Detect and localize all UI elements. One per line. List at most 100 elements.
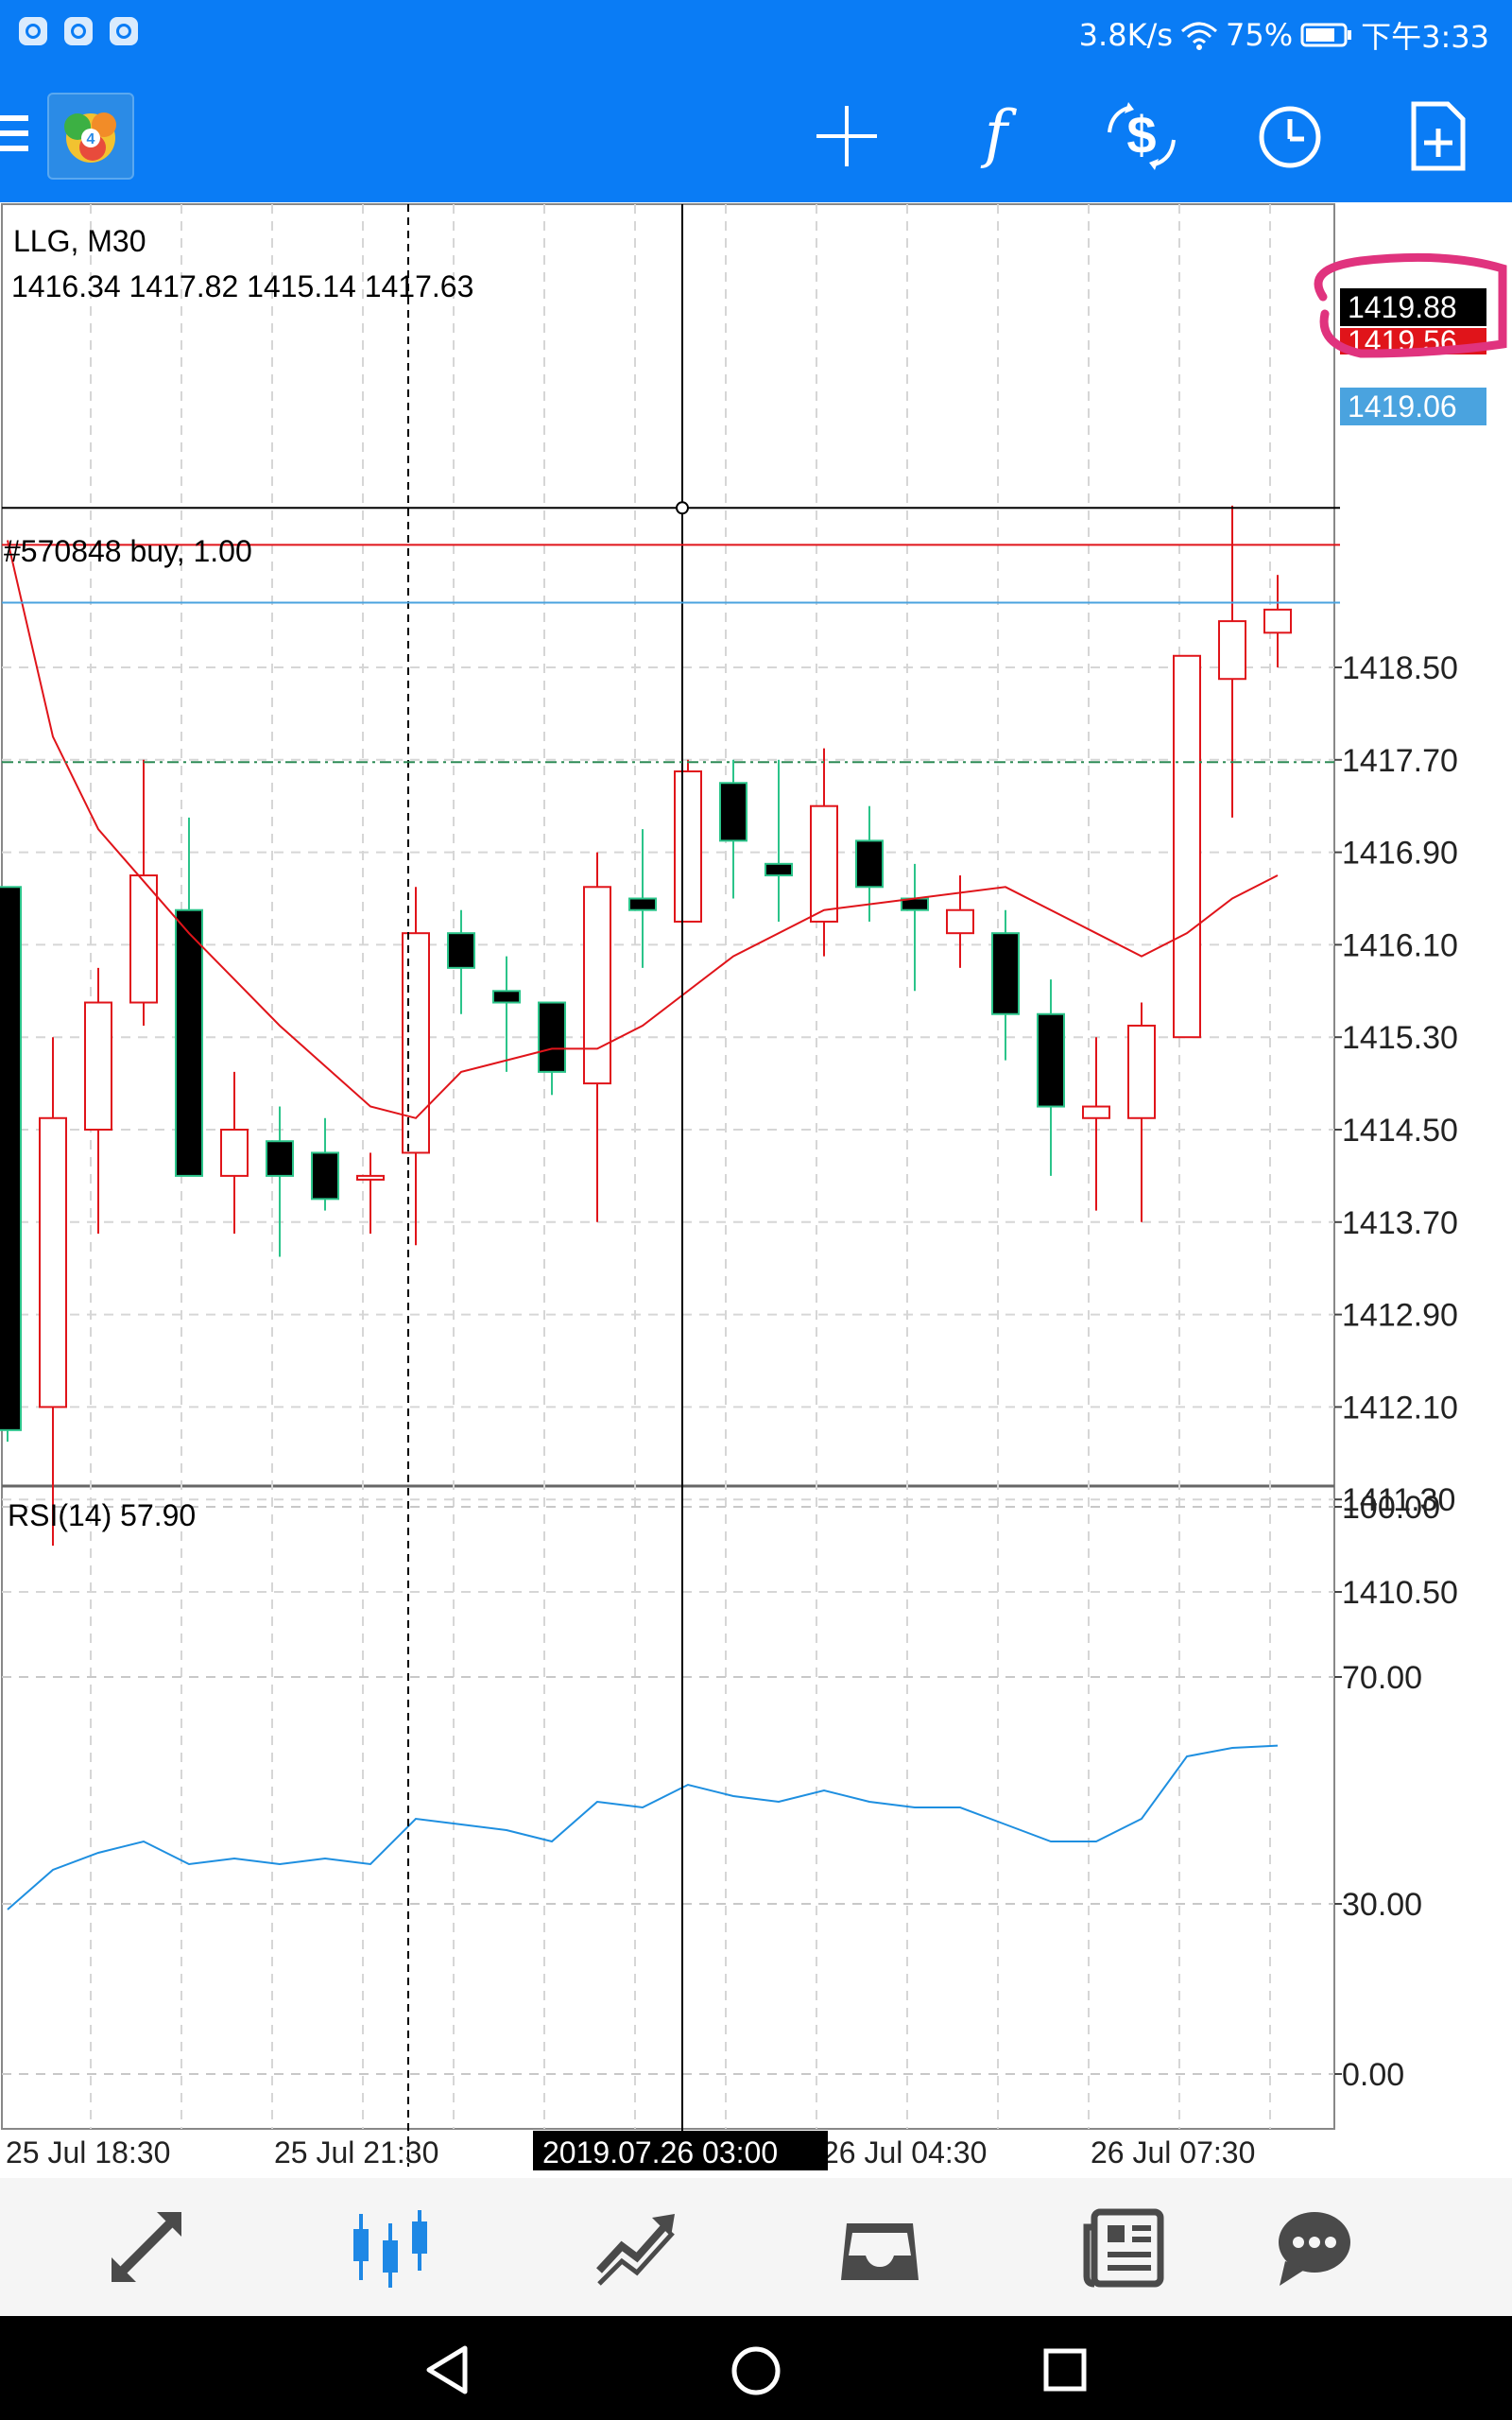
price-tick-label: 1410.50 [1342,1575,1458,1611]
order-label: #570848 buy, 1.00 [4,534,252,568]
moving-average-line [7,540,1279,1119]
bearish-candle [175,817,203,1177]
price-tick-label: 1413.70 [1342,1205,1458,1241]
app-notification-icon [64,17,93,45]
level-price-label: 1419.06 [1348,389,1457,424]
candlestick-series [0,505,1292,1547]
candle-body [266,1140,294,1177]
candle-body [946,908,974,935]
chart-tab-icon[interactable] [348,2204,433,2290]
home-icon[interactable] [730,2344,782,2397]
candle-body [1263,608,1292,634]
candle-body [1082,1105,1110,1119]
bearish-candle [1037,979,1065,1176]
rsi-series [7,1744,1279,1910]
svg-text:$: $ [1126,105,1156,164]
system-navigation-bar [0,2316,1512,2420]
rsi-tick-label: 30.00 [1342,1887,1422,1923]
price-axis: 1418.50 1417.70 1416.90 1416.10 1415.30 1414.… [6,650,1458,2169]
bullish-candle [583,852,611,1222]
bullish-candle [129,759,158,1026]
crosshair-time-label: 2019.07.26 03:00 [542,2135,778,2169]
bearish-candle [447,909,475,1014]
time-tick-label: 26 Jul 04:30 [822,2135,987,2169]
mailbox-icon[interactable] [837,2204,922,2290]
bullish-candle [674,759,702,923]
news-icon[interactable] [1083,2204,1168,2290]
status-right: 3.8K/s 75% 下午3:33 [1079,13,1489,57]
price-tick-label: 1412.90 [1342,1298,1458,1334]
candle-body [1037,1012,1065,1108]
bullish-candle [1263,575,1292,667]
bearish-candle [628,829,657,968]
crosshair-center [676,501,689,515]
candle-body [538,1001,566,1073]
crosshair-time-tag: 2019.07.26 03:00 [533,2131,828,2170]
candle-body [1218,620,1246,681]
candle-body [220,1129,249,1177]
trade-icon[interactable] [104,2204,189,2290]
bearish-candle [311,1117,339,1211]
bullish-candle [1218,505,1246,818]
symbol-icon[interactable]: $ [1104,100,1179,172]
back-icon[interactable] [423,2344,471,2395]
menu-icon[interactable] [0,113,32,155]
svg-text:4: 4 [87,131,95,147]
candle-body [447,932,475,969]
app-logo[interactable]: 4 [47,93,134,180]
new-order-icon[interactable] [1410,100,1467,172]
price-tick-label: 1412.10 [1342,1390,1458,1426]
bearish-candle [266,1106,294,1257]
candle-body [765,862,793,877]
candle-body [991,932,1020,1015]
recents-icon[interactable] [1041,2346,1089,2394]
candle-body [0,886,22,1431]
rsi-tick-label: 70.00 [1342,1660,1422,1696]
app-toolbar: 4 f $ [0,68,1512,202]
candle-body [402,932,430,1154]
candle-body [810,804,838,923]
chart-area[interactable]: 1418.50 1417.70 1416.90 1416.10 1415.30 1414.… [0,202,1512,2178]
timeframe-icon[interactable] [1257,104,1323,170]
price-tick-label: 1418.50 [1342,650,1458,686]
bullish-candle [39,1037,67,1547]
chat-icon[interactable] [1272,2204,1357,2290]
history-icon[interactable] [593,2204,679,2290]
bullish-candle [810,748,838,957]
bearish-candle [719,759,747,899]
candle-body [855,839,884,889]
indicators-icon[interactable]: f [984,97,1008,170]
candle-body [129,874,158,1004]
time-tick-label: 26 Jul 07:30 [1091,2135,1255,2169]
chart-canvas[interactable]: 1418.50 1417.70 1416.90 1416.10 1415.30 1414.… [0,202,1512,2178]
bearish-candle [901,863,929,992]
rsi-label: RSI(14) 57.90 [8,1498,196,1532]
price-tick-label: 1417.70 [1342,743,1458,779]
candle-body [1127,1024,1156,1119]
network-speed: 3.8K/s [1078,17,1173,53]
ohlc-readout: 1416.34 1417.82 1415.14 1417.63 [11,269,473,303]
price-tick-label: 1411.30 [1342,1482,1455,1518]
candle-body [39,1116,67,1409]
candle-body [628,897,657,911]
level-price-tag: 1419.06 [1340,388,1486,425]
crosshair-icon[interactable] [813,102,881,170]
candle-body [719,782,747,842]
bullish-candle [220,1071,249,1235]
candle-body [175,908,203,1177]
moving-average-series [7,540,1279,1119]
symbol-label: LLG, M30 [13,224,146,258]
candle-body [674,770,702,923]
bullish-candle [356,1152,385,1235]
wifi-icon [1181,22,1217,50]
bottom-tab-bar [0,2178,1512,2316]
bullish-candle [1127,1002,1156,1222]
status-bar: 3.8K/s 75% 下午3:33 [0,0,1512,68]
bid-price-tag: 1419.88 [1340,288,1486,326]
metatrader-logo-icon: 4 [64,112,116,163]
battery-icon [1300,23,1352,47]
battery-percent: 75% [1226,17,1294,53]
bullish-candle [402,887,430,1246]
price-lines [2,204,1340,2167]
app-notification-icon [19,17,47,45]
